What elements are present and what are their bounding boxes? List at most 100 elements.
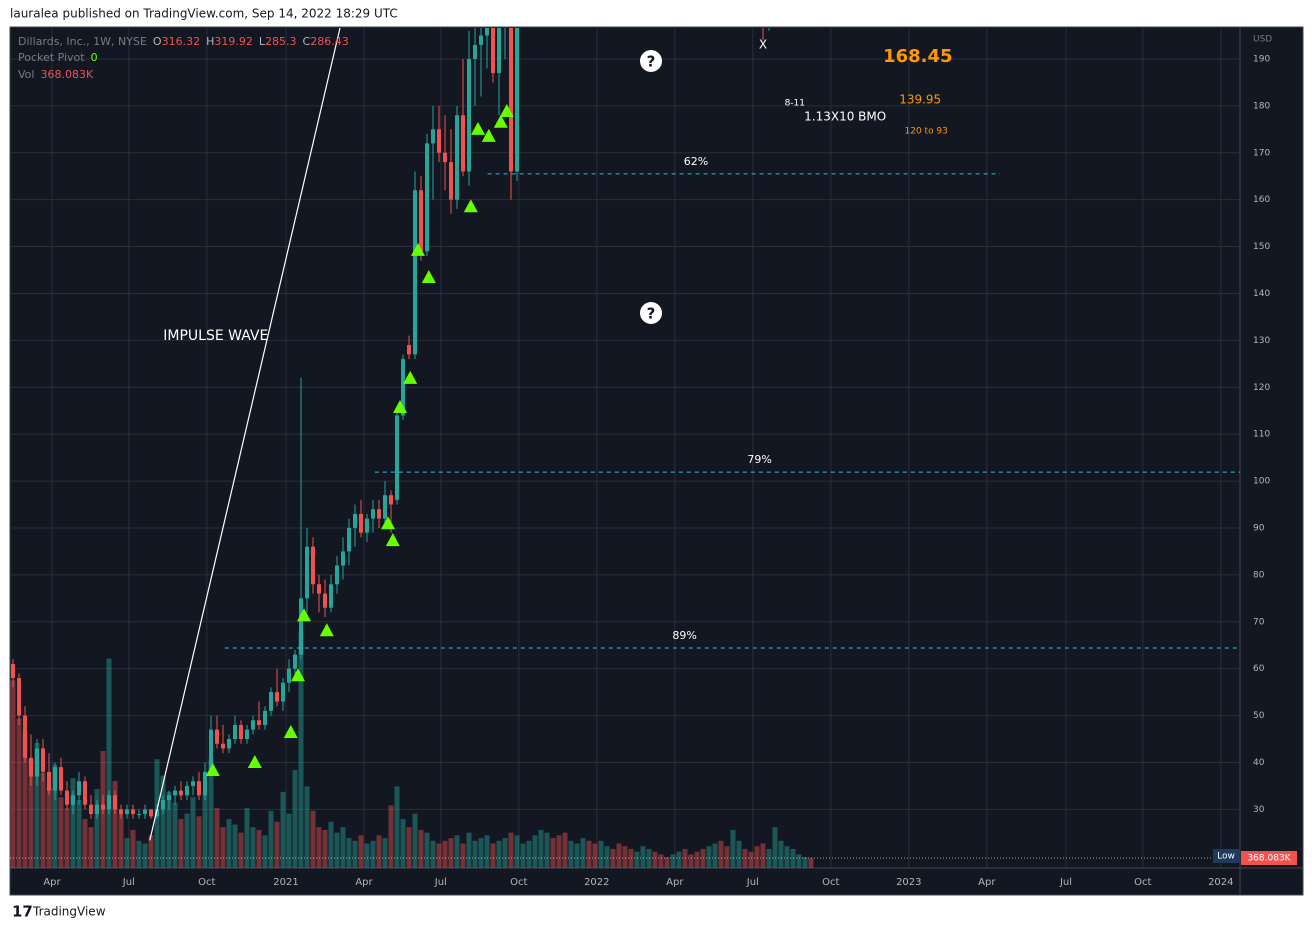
x-tick-label: Jul [746, 877, 759, 888]
volume-bar [616, 843, 622, 868]
candle-body [479, 35, 483, 45]
candle-body [131, 809, 135, 815]
volume-bar [46, 786, 52, 868]
volume-bar [754, 846, 760, 868]
candle-body [227, 739, 231, 749]
annotation: X [759, 37, 767, 51]
volume-bar [532, 835, 538, 868]
volume-bar [346, 838, 352, 868]
volume-bar [328, 821, 334, 868]
candle-body [323, 593, 327, 608]
low-label: Low [1217, 852, 1235, 862]
volume-bar [664, 857, 670, 868]
candle-body [473, 44, 477, 59]
pivot-marker [411, 242, 425, 256]
volume-bar [124, 838, 130, 868]
candle-body [299, 598, 303, 655]
volume-bar [652, 851, 658, 868]
x-tick-label: Jul [434, 877, 447, 888]
volume-bar [64, 808, 70, 868]
fib-label: 62% [684, 155, 708, 168]
volume-bar [118, 813, 124, 868]
legend-volume: Vol 368.083K [18, 68, 94, 81]
candle-body [347, 527, 351, 552]
candle-body [203, 771, 207, 796]
candle-body [359, 513, 363, 533]
volume-bar [262, 835, 268, 868]
volume-bar [394, 786, 400, 868]
axes: Apr Jul Oct 2021 Apr Jul Oct 2022 Apr Jul Oct 2023 A… [43, 54, 1270, 888]
volume-bar [232, 824, 238, 868]
volume-bar [226, 819, 232, 868]
volume-bar [358, 835, 364, 868]
volume-bar [178, 819, 184, 868]
candle-body [491, 28, 495, 74]
volume-bar [574, 843, 580, 868]
question-icon [640, 302, 662, 324]
y-tick-label: 110 [1253, 430, 1270, 440]
fib-label: 89% [672, 629, 696, 642]
volume-box [1241, 851, 1297, 865]
y-tick-label: 170 [1253, 148, 1270, 158]
volume-bar [538, 829, 544, 868]
candle-body [497, 28, 501, 74]
volume-bar [28, 759, 34, 868]
volume-bar [196, 816, 202, 868]
y-tick-label: 130 [1253, 336, 1270, 346]
volume-bar [520, 843, 526, 868]
volume-bar [508, 832, 514, 868]
candle-body [119, 809, 123, 815]
volume-bar [550, 838, 556, 868]
volume-bar [22, 732, 28, 868]
volume-bar [634, 851, 640, 868]
volume-bar [724, 846, 730, 868]
y-tick-label: 60 [1253, 664, 1265, 674]
volume-bar [148, 835, 154, 868]
symbol: Dillards, Inc., 1W, NYSE [18, 35, 147, 48]
x-tick-label: 2023 [896, 877, 921, 888]
volume-bar [514, 835, 520, 868]
volume-bar [526, 840, 532, 868]
x-tick-label: 2021 [273, 877, 298, 888]
volume-bar [580, 838, 586, 868]
volume-name: Vol [18, 68, 34, 81]
volume-bar [382, 838, 388, 868]
candle-body [371, 509, 375, 519]
volume-bar [760, 843, 766, 868]
volume-bar [58, 797, 64, 868]
fib-label: 79% [747, 453, 771, 466]
volume-bar [418, 829, 424, 868]
candle-body [443, 152, 447, 163]
candle-body [269, 692, 273, 711]
volume-bar [82, 819, 88, 868]
volume-bar [442, 840, 448, 868]
annotation: 139.95 [899, 93, 941, 107]
volume-bar [292, 770, 298, 868]
x-tick-label: Jul [122, 877, 135, 888]
candle-body [221, 743, 225, 749]
volume-bar [172, 802, 178, 868]
volume-value: 368.083K [40, 68, 93, 81]
volume-bar [256, 829, 262, 868]
legend-key: H [206, 35, 214, 48]
volume-bar [352, 840, 358, 868]
legend-key: O [153, 35, 162, 48]
candle-body [341, 551, 345, 566]
volume-bar [370, 840, 376, 868]
volume-bar [658, 854, 664, 868]
volume-bar [448, 838, 454, 868]
volume-bar [796, 854, 802, 868]
volume-bar [592, 843, 598, 868]
candle-body [77, 781, 81, 796]
volume-bar [184, 813, 190, 868]
legend-key: L [259, 35, 266, 48]
volume-bar [718, 840, 724, 868]
candle-body [179, 790, 183, 796]
candle-body [125, 809, 129, 815]
volume-bar [676, 851, 682, 868]
candle-body [89, 804, 93, 815]
volume-bar [310, 810, 316, 868]
volume-bar [502, 838, 508, 868]
candle-body [425, 143, 429, 252]
candle-body [401, 359, 405, 416]
